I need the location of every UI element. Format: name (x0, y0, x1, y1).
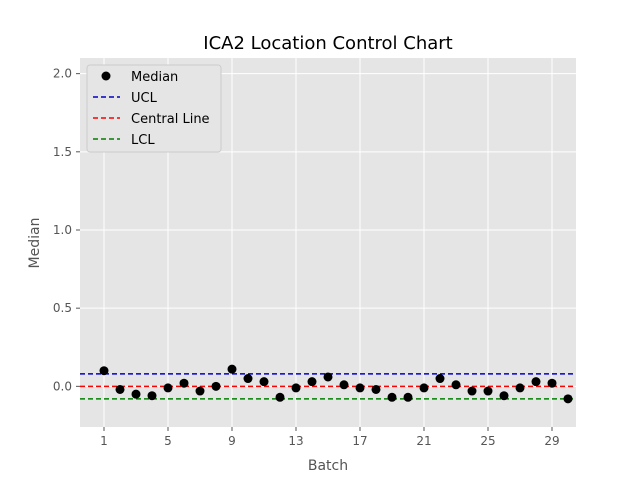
median-point (163, 383, 173, 393)
median-point (403, 392, 413, 402)
median-point (547, 378, 557, 388)
legend-label-central-line: Central Line (131, 112, 210, 127)
x-axis-ticks: 1 5 9 13 17 21 25 29 (100, 427, 560, 448)
median-point (211, 381, 221, 391)
x-tick-label: 1 (100, 434, 108, 448)
legend-marker-median (101, 71, 111, 81)
x-tick-label: 9 (228, 434, 236, 448)
legend: Median UCL Central Line LCL (86, 64, 222, 153)
median-point (195, 386, 205, 396)
x-tick-label: 29 (544, 434, 559, 448)
median-point (531, 377, 541, 387)
x-tick-label: 21 (416, 434, 431, 448)
median-point (467, 386, 477, 396)
y-tick-label: 1.5 (53, 145, 72, 159)
median-point (419, 383, 429, 393)
median-point (339, 380, 349, 390)
median-point (387, 392, 397, 402)
y-tick-label: 2.0 (53, 67, 72, 81)
median-point (115, 384, 125, 394)
x-tick-label: 25 (480, 434, 495, 448)
median-point (291, 383, 301, 393)
chart-title: ICA2 Location Control Chart (203, 33, 452, 54)
median-point (259, 377, 269, 387)
x-tick-label: 5 (164, 434, 172, 448)
median-point (227, 364, 237, 374)
y-tick-label: 0.5 (53, 301, 72, 315)
median-point (323, 372, 333, 382)
median-point (371, 384, 381, 394)
median-points (99, 364, 573, 404)
median-point (243, 374, 253, 384)
legend-label-lcl: LCL (131, 133, 155, 148)
median-point (563, 394, 573, 404)
y-tick-label: 0.0 (53, 379, 72, 393)
median-point (307, 377, 317, 387)
median-point (515, 383, 525, 393)
median-point (499, 391, 509, 401)
median-point (179, 378, 189, 388)
median-point (451, 380, 461, 390)
median-point (275, 392, 285, 402)
median-point (483, 386, 493, 396)
median-point (147, 391, 157, 401)
legend-label-ucl: UCL (131, 91, 158, 106)
median-point (435, 374, 445, 384)
y-axis-ticks: 0.0 0.5 1.0 1.5 2.0 (53, 67, 80, 393)
legend-box (86, 64, 222, 153)
x-axis-label: Batch (308, 458, 348, 474)
median-point (99, 366, 109, 376)
legend-label-median: Median (131, 70, 178, 85)
x-tick-label: 13 (288, 434, 303, 448)
median-point (355, 383, 365, 393)
y-tick-label: 1.0 (53, 223, 72, 237)
x-tick-label: 17 (352, 434, 367, 448)
y-axis-label: Median (27, 218, 43, 269)
median-point (131, 389, 141, 399)
